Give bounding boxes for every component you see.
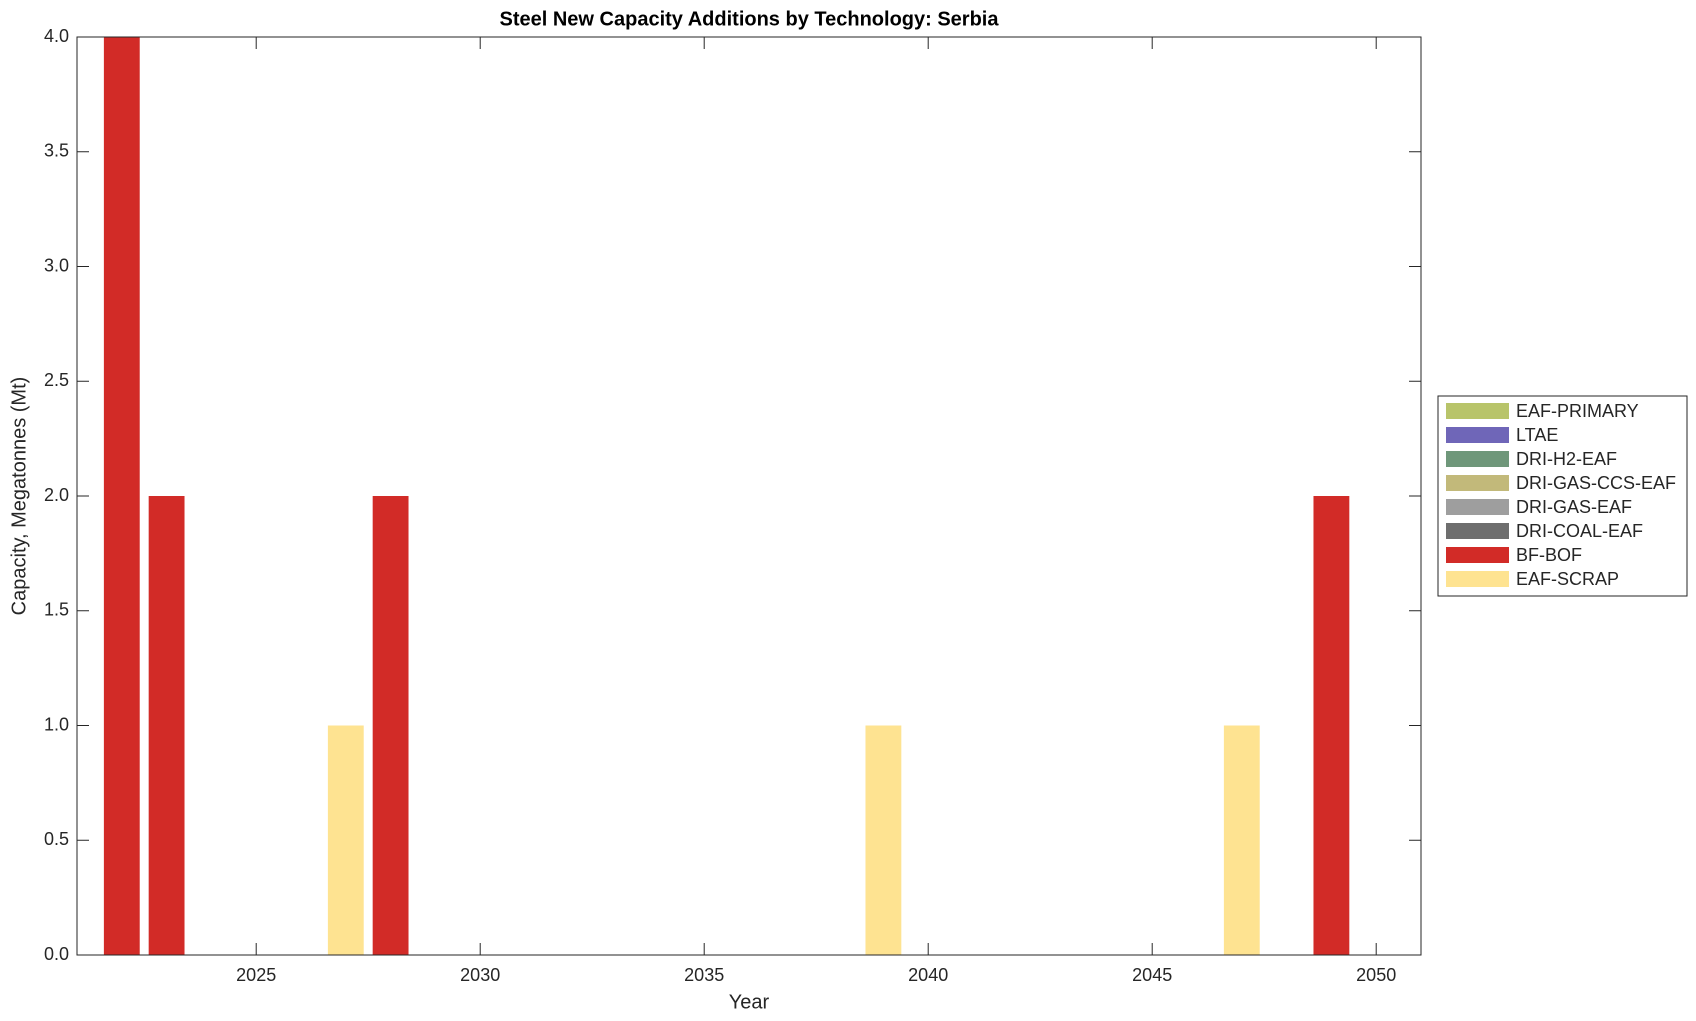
x-tick-label: 2035 bbox=[684, 965, 724, 985]
plot-frame bbox=[76, 36, 1422, 956]
x-tick-label: 2040 bbox=[908, 965, 948, 985]
legend-label: DRI-COAL-EAF bbox=[1516, 521, 1643, 541]
bar-segment bbox=[148, 496, 185, 955]
x-tick-label: 2045 bbox=[1132, 965, 1172, 985]
legend-swatch bbox=[1446, 427, 1509, 443]
y-tick-label: 0.0 bbox=[44, 944, 69, 964]
bar-segment bbox=[103, 37, 140, 955]
bar-segment bbox=[327, 725, 364, 955]
y-tick-label: 3.0 bbox=[44, 255, 69, 275]
x-tick-label: 2030 bbox=[460, 965, 500, 985]
legend-label: DRI-GAS-CCS-EAF bbox=[1516, 473, 1676, 493]
x-tick-label: 2050 bbox=[1356, 965, 1396, 985]
y-tick-label: 1.0 bbox=[44, 714, 69, 734]
legend-swatch bbox=[1446, 547, 1509, 563]
y-tick-label: 2.0 bbox=[44, 485, 69, 505]
legend-swatch bbox=[1446, 523, 1509, 539]
legend-label: DRI-GAS-EAF bbox=[1516, 497, 1632, 517]
bar-segment bbox=[1313, 496, 1350, 955]
y-tick-label: 2.5 bbox=[44, 370, 69, 390]
x-tick-label: 2025 bbox=[236, 965, 276, 985]
chart-title: Steel New Capacity Additions by Technolo… bbox=[500, 8, 1000, 30]
legend-swatch bbox=[1446, 403, 1509, 419]
y-tick-label: 0.5 bbox=[44, 829, 69, 849]
legend-swatch bbox=[1446, 571, 1509, 587]
y-tick-label: 1.5 bbox=[44, 600, 69, 620]
y-axis-label: Capacity, Megatonnes (Mt) bbox=[8, 377, 30, 616]
bar-segment bbox=[372, 496, 409, 955]
legend-label: LTAE bbox=[1516, 425, 1558, 445]
legend-swatch bbox=[1446, 475, 1509, 491]
legend-label: EAF-SCRAP bbox=[1516, 569, 1619, 589]
y-tick-label: 4.0 bbox=[44, 26, 69, 46]
legend-label: BF-BOF bbox=[1516, 545, 1582, 565]
legend-swatch bbox=[1446, 451, 1509, 467]
legend-label: DRI-H2-EAF bbox=[1516, 449, 1617, 469]
x-axis-label: Year bbox=[729, 991, 770, 1013]
bar-segment bbox=[1223, 725, 1260, 955]
legend-swatch bbox=[1446, 499, 1509, 515]
bar-segment bbox=[865, 725, 902, 955]
y-tick-label: 3.5 bbox=[44, 141, 69, 161]
legend-label: EAF-PRIMARY bbox=[1516, 401, 1639, 421]
